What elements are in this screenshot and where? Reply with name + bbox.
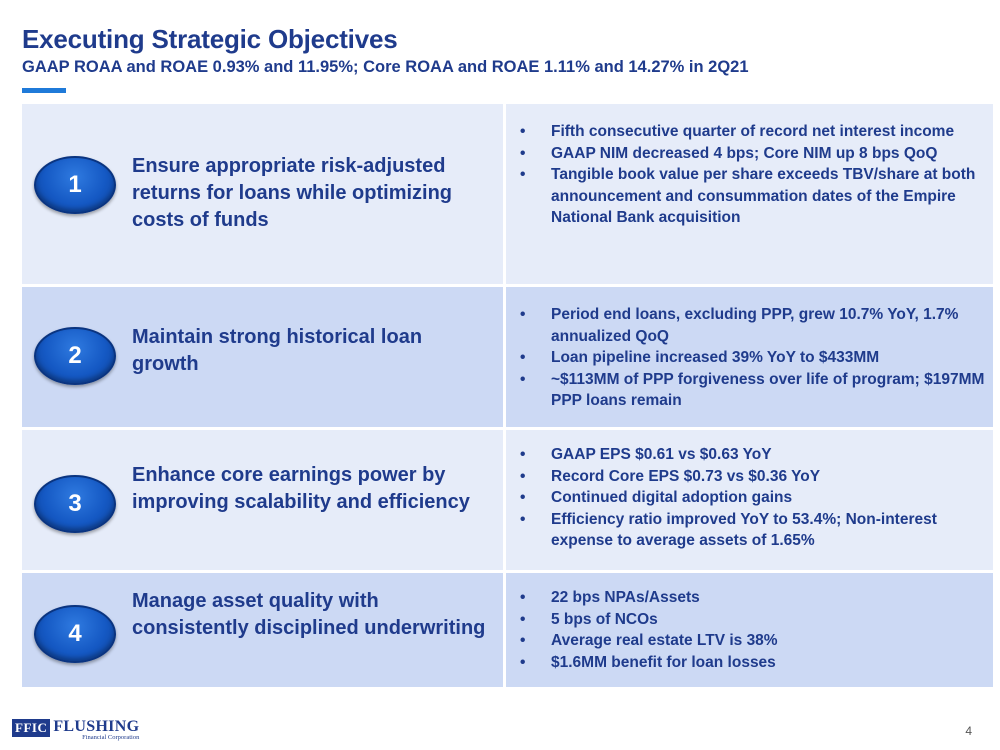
objective-row-3: 3 Enhance core earnings power by improvi… <box>22 430 993 573</box>
objective-title: Manage asset quality with consistently d… <box>132 590 486 639</box>
objective-title: Enhance core earnings power by improving… <box>132 464 470 513</box>
bullet-item: 22 bps NPAs/Assets <box>520 587 985 609</box>
bullet-item: Continued digital adoption gains <box>520 487 985 509</box>
bullet-item: GAAP NIM decreased 4 bps; Core NIM up 8 … <box>520 143 985 165</box>
bullet-item: Tangible book value per share exceeds TB… <box>520 164 985 229</box>
logo-subtitle: Financial Corporation <box>82 734 140 741</box>
bullet-item: $1.6MM benefit for loan losses <box>520 652 985 674</box>
title-accent-bar <box>22 88 66 93</box>
bullet-item: 5 bps of NCOs <box>520 609 985 631</box>
objectives-table: 1 Ensure appropriate risk-adjusted retur… <box>22 104 993 690</box>
logo-mark: FFIC <box>12 719 51 737</box>
bullet-item: Loan pipeline increased 39% YoY to $433M… <box>520 347 985 369</box>
bullet-item: ~$113MM of PPP forgiveness over life of … <box>520 369 985 412</box>
objective-row-4: 4 Manage asset quality with consistently… <box>22 573 993 690</box>
objective-bullets: Fifth consecutive quarter of record net … <box>520 121 985 229</box>
objective-title: Ensure appropriate risk-adjusted returns… <box>132 155 453 231</box>
company-logo: FFIC FLUSHING Financial Corporation <box>12 719 139 742</box>
objective-number-badge: 1 <box>34 156 116 214</box>
objective-number-badge: 2 <box>34 327 116 385</box>
objective-row-2: 2 Maintain strong historical loan growth… <box>22 287 993 430</box>
objective-number-badge: 4 <box>34 605 116 663</box>
objective-number-badge: 3 <box>34 475 116 533</box>
bullet-item: GAAP EPS $0.61 vs $0.63 YoY <box>520 444 985 466</box>
page-number: 4 <box>965 724 972 738</box>
bullet-item: Fifth consecutive quarter of record net … <box>520 121 985 143</box>
objective-bullets: 22 bps NPAs/Assets 5 bps of NCOs Average… <box>520 587 985 673</box>
logo-name: FLUSHING <box>53 718 140 735</box>
objective-bullets: GAAP EPS $0.61 vs $0.63 YoY Record Core … <box>520 444 985 552</box>
bullet-item: Average real estate LTV is 38% <box>520 630 985 652</box>
bullet-item: Period end loans, excluding PPP, grew 10… <box>520 304 985 347</box>
page-title: Executing Strategic Objectives <box>22 24 398 54</box>
objective-bullets: Period end loans, excluding PPP, grew 10… <box>520 304 985 412</box>
objective-row-1: 1 Ensure appropriate risk-adjusted retur… <box>22 104 993 287</box>
objective-title: Maintain strong historical loan growth <box>132 326 423 375</box>
bullet-item: Efficiency ratio improved YoY to 53.4%; … <box>520 509 985 552</box>
bullet-item: Record Core EPS $0.73 vs $0.36 YoY <box>520 466 985 488</box>
page-subtitle: GAAP ROAA and ROAE 0.93% and 11.95%; Cor… <box>22 58 749 76</box>
